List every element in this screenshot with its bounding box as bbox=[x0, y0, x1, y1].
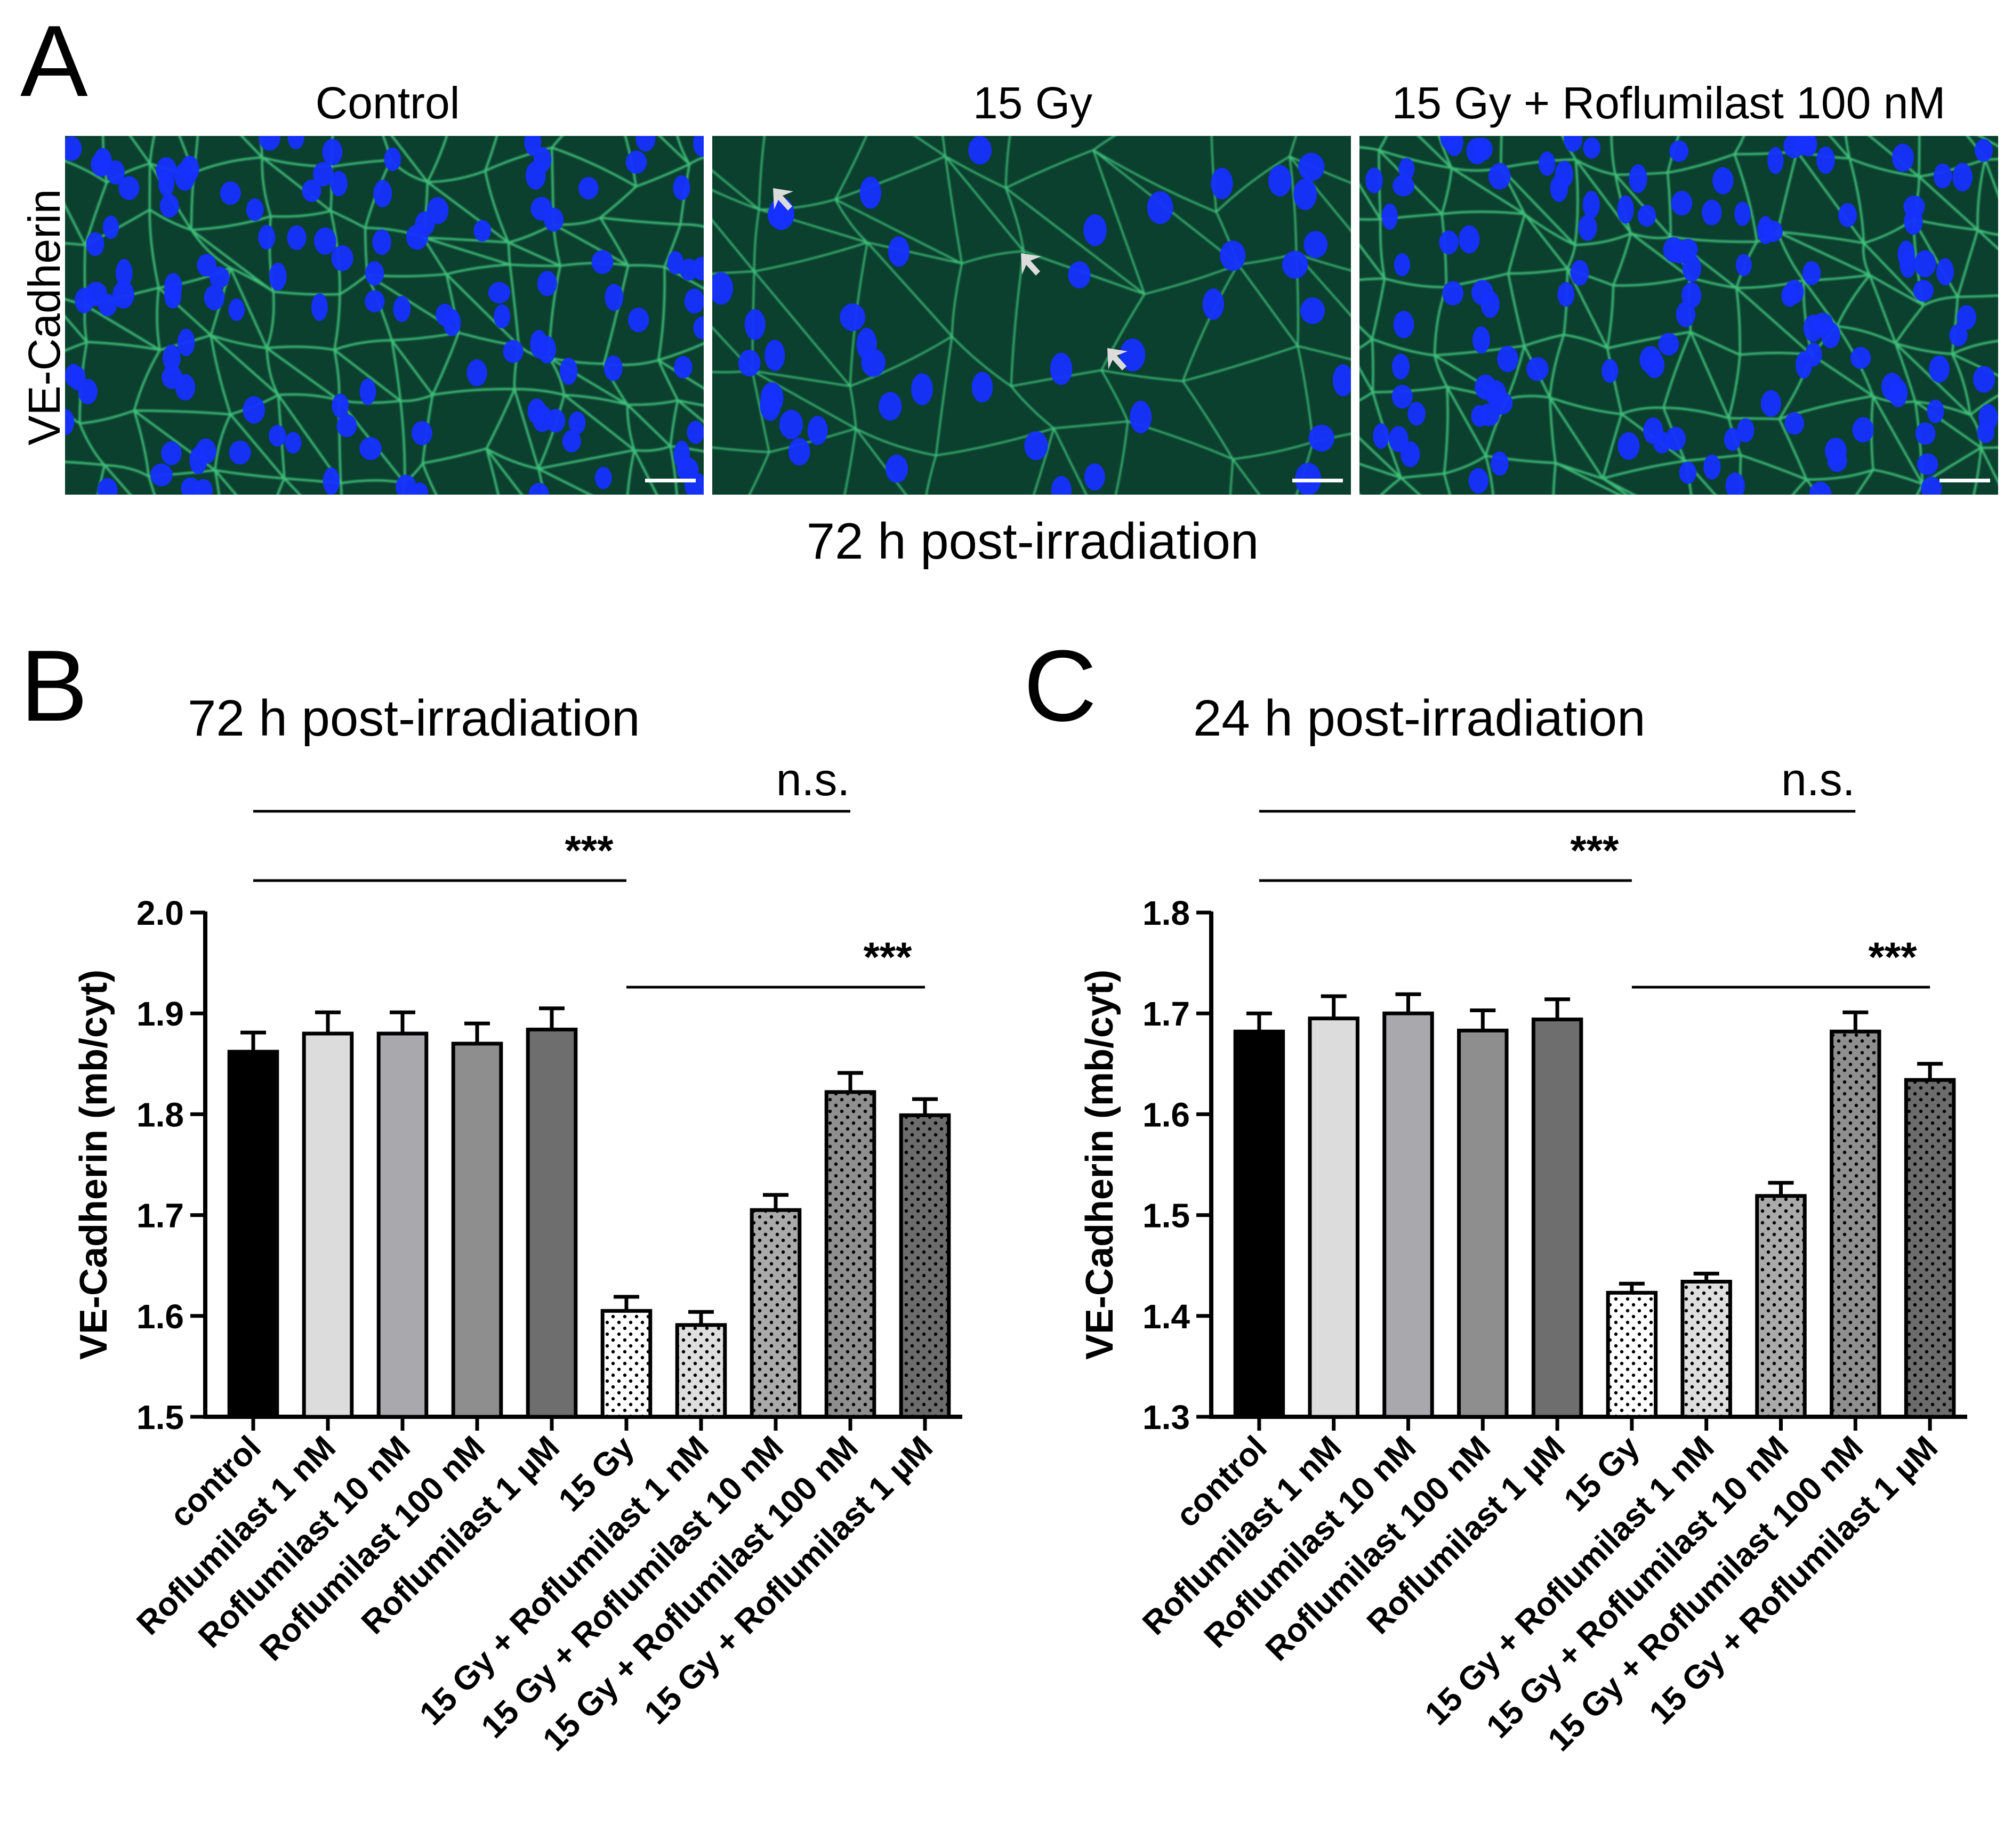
y-tick-label: 1.8 bbox=[136, 1095, 184, 1134]
bar bbox=[1382, 1011, 1434, 1419]
bar-pattern bbox=[901, 1115, 949, 1417]
bar bbox=[1531, 1018, 1583, 1419]
micrograph-15gy bbox=[712, 136, 1351, 495]
y-tick-label: 1.5 bbox=[1142, 1197, 1190, 1235]
chart-b: 1.51.61.71.81.92.0VE-Cadherin (mb/cyt)co… bbox=[73, 754, 962, 1758]
panel-a-caption: 72 h post-irradiation bbox=[807, 513, 1259, 570]
y-tick-label: 1.9 bbox=[136, 995, 184, 1033]
bar-pattern bbox=[1608, 1293, 1656, 1417]
arrow-icon bbox=[1107, 348, 1128, 370]
y-tick-label: 1.3 bbox=[1142, 1398, 1190, 1437]
panel-a: A VE-Cadherin Control 15 Gy 15 Gy + Rofl… bbox=[19, 5, 1998, 570]
y-tick-label: 1.6 bbox=[136, 1297, 184, 1336]
micrograph-15gy-roflumilast bbox=[1359, 136, 1998, 495]
bar bbox=[1308, 1016, 1359, 1419]
panel-b-letter: B bbox=[20, 630, 88, 743]
bar-pattern bbox=[826, 1092, 874, 1417]
bar-pattern bbox=[1906, 1080, 1954, 1417]
nuclei bbox=[65, 136, 704, 495]
y-tick-label: 1.7 bbox=[136, 1197, 184, 1235]
panel-c-letter: C bbox=[1024, 630, 1097, 743]
scale-bar bbox=[645, 479, 696, 482]
micrograph-control bbox=[65, 136, 704, 495]
bar-pattern bbox=[1757, 1196, 1805, 1417]
scale-bar bbox=[1939, 479, 1990, 482]
y-tick-label: 1.4 bbox=[1142, 1297, 1190, 1336]
y-axis-label: VE-Cadherin (mb/cyt) bbox=[1079, 970, 1121, 1360]
y-tick-label: 1.7 bbox=[1142, 995, 1190, 1033]
micrograph-title-15gy-roflumilast: 15 Gy + Roflumilast 100 nM bbox=[1392, 78, 1946, 128]
micrograph-title-15gy: 15 Gy bbox=[973, 78, 1092, 128]
significance-label: *** bbox=[863, 933, 912, 980]
bar-pattern bbox=[602, 1311, 650, 1417]
panel-c-title: 24 h post-irradiation bbox=[1193, 690, 1645, 747]
nuclei bbox=[1365, 136, 1998, 495]
micrograph-title-control: Control bbox=[316, 78, 460, 128]
scale-bar bbox=[1292, 479, 1343, 482]
y-tick-label: 1.8 bbox=[1142, 894, 1190, 932]
bar-pattern bbox=[1831, 1031, 1880, 1417]
bar bbox=[1457, 1028, 1509, 1419]
y-axis-label: VE-Cadherin (mb/cyt) bbox=[73, 970, 115, 1360]
bar bbox=[227, 1050, 279, 1419]
bar-pattern bbox=[752, 1210, 800, 1417]
bar bbox=[526, 1027, 578, 1419]
arrow-icon bbox=[1021, 253, 1041, 276]
significance-label: *** bbox=[1570, 827, 1619, 874]
panel-a-letter: A bbox=[20, 5, 88, 118]
significance-label: *** bbox=[565, 827, 614, 874]
chart-c: 1.31.41.51.61.71.8VE-Cadherin (mb/cyt)co… bbox=[1079, 754, 1967, 1758]
bar-pattern bbox=[677, 1325, 725, 1417]
panel-b-title: 72 h post-irradiation bbox=[188, 690, 640, 747]
significance-label: n.s. bbox=[776, 754, 850, 805]
y-tick-label: 2.0 bbox=[136, 894, 184, 932]
bar bbox=[451, 1042, 503, 1419]
bar bbox=[1233, 1029, 1285, 1419]
y-tick-label: 1.5 bbox=[136, 1398, 184, 1437]
bar bbox=[302, 1031, 354, 1419]
bar-pattern bbox=[1682, 1281, 1731, 1417]
significance-label: n.s. bbox=[1781, 754, 1855, 805]
cell-membranes bbox=[65, 136, 704, 495]
arrow-icon bbox=[773, 188, 793, 211]
bar bbox=[376, 1031, 429, 1419]
y-tick-label: 1.6 bbox=[1142, 1095, 1190, 1134]
row-label: VE-Cadherin bbox=[19, 189, 69, 446]
significance-label: *** bbox=[1869, 933, 1918, 980]
